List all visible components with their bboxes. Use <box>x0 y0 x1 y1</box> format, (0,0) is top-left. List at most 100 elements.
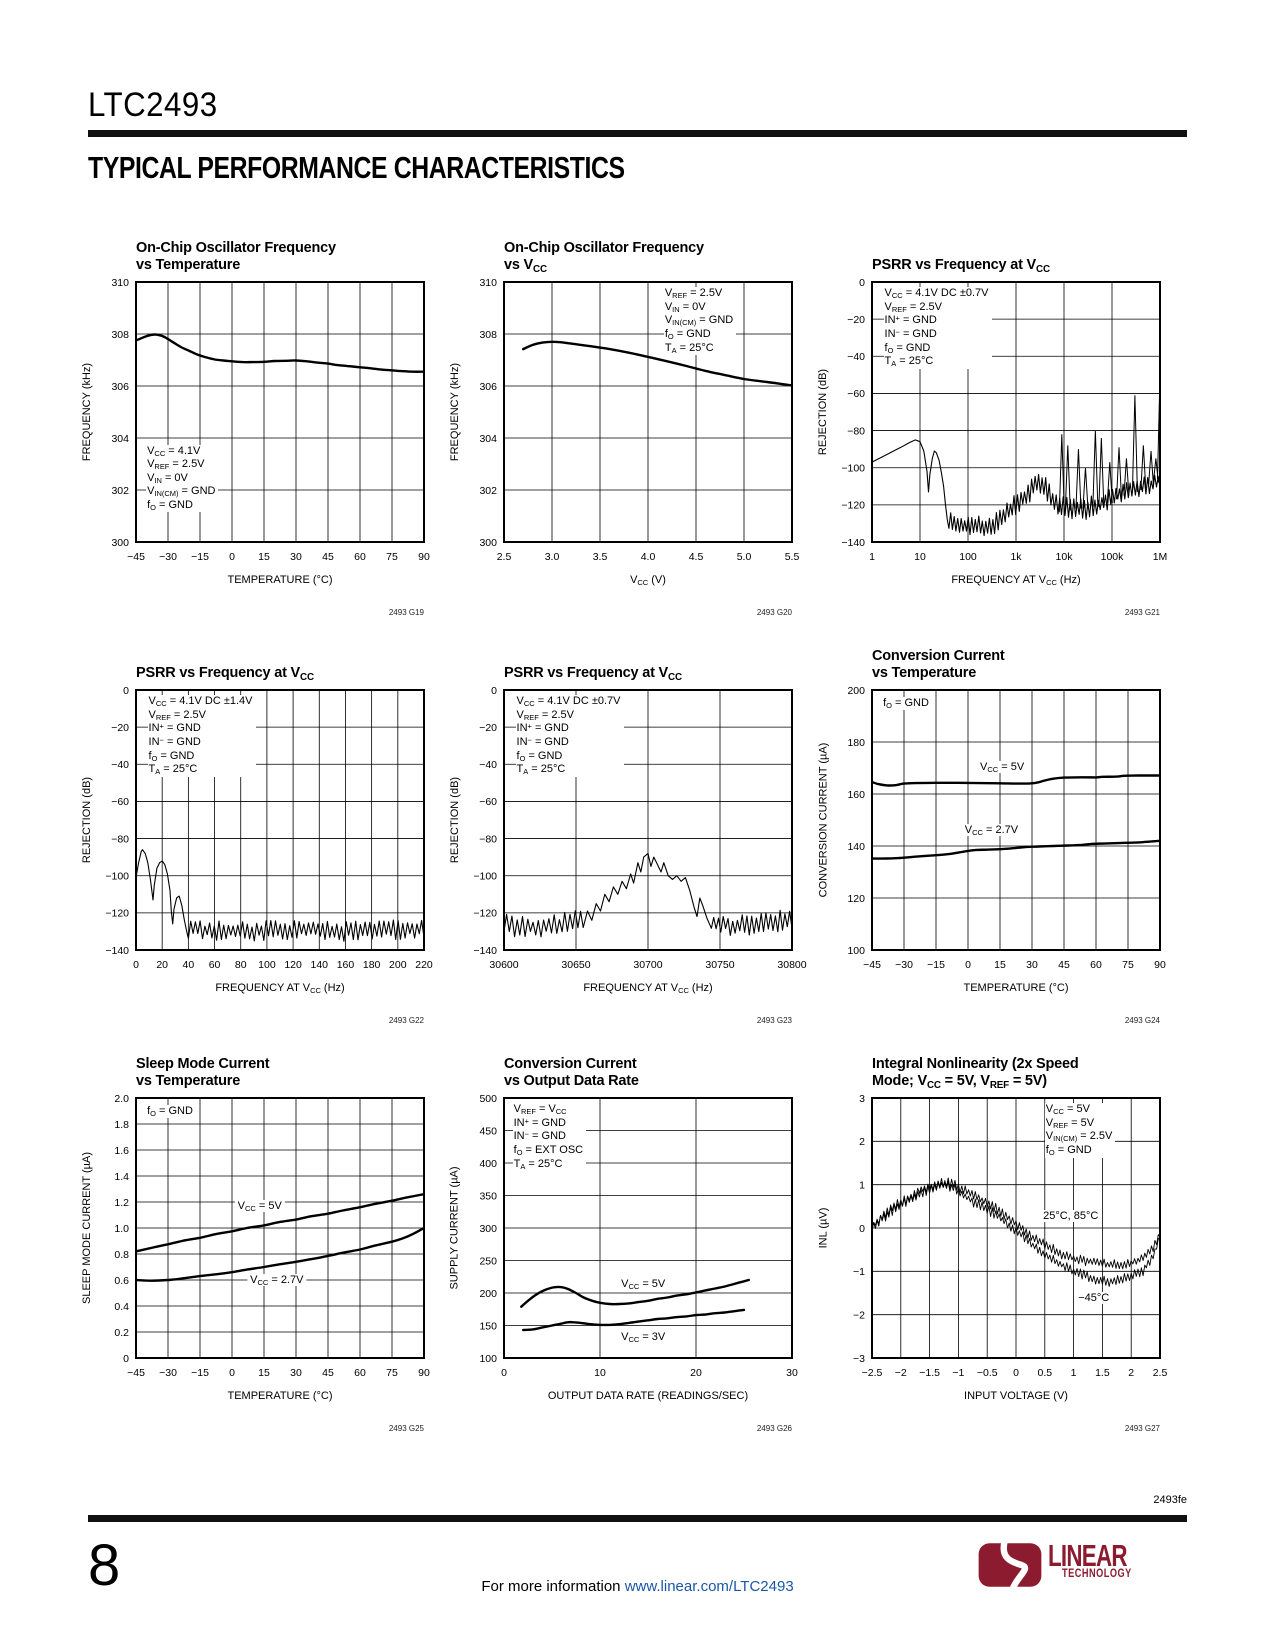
footer-info-text: For more information <box>481 1578 621 1595</box>
curve-label: VCC = 2.7V <box>247 1274 307 1286</box>
svg-text:5.0: 5.0 <box>737 551 752 563</box>
curve-label: VCC = 5V <box>977 760 1028 773</box>
svg-text:120: 120 <box>847 893 865 905</box>
svg-text:0.4: 0.4 <box>114 1301 129 1313</box>
svg-text:0: 0 <box>859 277 865 289</box>
svg-text:−45: −45 <box>127 1367 145 1379</box>
svg-text:20: 20 <box>690 1367 702 1379</box>
chart-title: Sleep Mode Current vs Temperature <box>136 1056 270 1089</box>
footer-info: For more information www.linear.com/LTC2… <box>0 1578 1275 1595</box>
svg-text:180: 180 <box>847 737 865 749</box>
svg-text:2.5: 2.5 <box>1153 1367 1168 1379</box>
x-axis-label: OUTPUT DATA RATE (READINGS/SEC) <box>547 1390 749 1402</box>
svg-text:−40: −40 <box>847 351 865 363</box>
svg-text:−100: −100 <box>473 871 497 883</box>
svg-text:−60: −60 <box>111 796 129 808</box>
doc-code: 2493fe <box>1153 1494 1187 1506</box>
svg-text:−15: −15 <box>191 1367 209 1379</box>
svg-text:140: 140 <box>847 841 865 853</box>
svg-text:−80: −80 <box>111 833 129 845</box>
chart-conditions: fO = GND <box>146 1104 196 1119</box>
svg-text:−100: −100 <box>105 871 129 883</box>
chart-G21: PSRR vs Frequency at VCC 1 10 100 1k 10k 100k 1… <box>814 226 1182 634</box>
svg-text:−100: −100 <box>841 463 865 475</box>
svg-text:10: 10 <box>594 1367 606 1379</box>
svg-text:−40: −40 <box>111 759 129 771</box>
svg-text:1: 1 <box>869 551 875 563</box>
svg-text:4.5: 4.5 <box>689 551 704 563</box>
svg-text:250: 250 <box>479 1255 497 1267</box>
chart-plot: 0 10 20 30 100 150 200 250 300 350 400 450 500 <box>479 1093 798 1379</box>
svg-text:45: 45 <box>322 1367 334 1379</box>
svg-text:−0.5: −0.5 <box>977 1367 998 1379</box>
svg-text:−1: −1 <box>952 1367 964 1379</box>
svg-text:1: 1 <box>1071 1367 1077 1379</box>
y-axis-label: REJECTION (dB) <box>449 776 461 864</box>
svg-text:90: 90 <box>418 1367 430 1379</box>
svg-text:−45: −45 <box>127 551 145 563</box>
svg-text:−20: −20 <box>847 314 865 326</box>
svg-text:−45: −45 <box>863 959 881 971</box>
chart-title: Conversion Current vs Output Data Rate <box>504 1056 639 1089</box>
svg-text:0: 0 <box>859 1223 865 1235</box>
svg-text:310: 310 <box>111 277 129 289</box>
svg-text:120: 120 <box>284 959 302 971</box>
svg-text:0: 0 <box>229 551 235 563</box>
svg-text:−20: −20 <box>111 722 129 734</box>
x-axis-label: INPUT VOLTAGE (V) <box>964 1390 1068 1402</box>
svg-text:−3: −3 <box>853 1353 865 1365</box>
svg-text:1k: 1k <box>1010 551 1022 563</box>
curve-label: 25°C, 85°C <box>1040 1209 1102 1222</box>
chart-ref: 2493 G19 <box>388 608 424 617</box>
svg-text:5.5: 5.5 <box>785 551 800 563</box>
svg-text:−30: −30 <box>159 1367 177 1379</box>
y-axis-label: INL (µV) <box>817 1207 829 1249</box>
svg-text:304: 304 <box>111 433 129 445</box>
svg-text:−2.5: −2.5 <box>862 1367 883 1379</box>
svg-text:−1.5: −1.5 <box>919 1367 940 1379</box>
part-number: LTC2493 <box>88 86 218 124</box>
svg-text:0: 0 <box>1013 1367 1019 1379</box>
svg-text:−2: −2 <box>895 1367 907 1379</box>
svg-text:200: 200 <box>847 685 865 697</box>
svg-text:1M: 1M <box>1153 551 1168 563</box>
svg-text:450: 450 <box>479 1125 497 1137</box>
svg-text:350: 350 <box>479 1190 497 1202</box>
chart-G25: Sleep Mode Current vs Temperature −45 −30 −1… <box>78 1042 446 1450</box>
linear-technology-logo: LINEAR TECHNOLOGY <box>978 1540 1157 1590</box>
datasheet-link[interactable]: www.linear.com/LTC2493 <box>624 1578 794 1595</box>
svg-text:308: 308 <box>111 329 129 341</box>
svg-text:0: 0 <box>229 1367 235 1379</box>
svg-text:−140: −140 <box>841 537 865 549</box>
y-axis-label: SLEEP MODE CURRENT (µA) <box>81 1151 94 1305</box>
chart-ref: 2493 G23 <box>756 1016 792 1025</box>
svg-text:1.5: 1.5 <box>1095 1367 1110 1379</box>
svg-text:30: 30 <box>290 1367 302 1379</box>
svg-text:40: 40 <box>183 959 195 971</box>
svg-text:15: 15 <box>258 1367 270 1379</box>
y-axis-label: CONVERSION CURRENT (µA) <box>817 742 829 898</box>
svg-text:30: 30 <box>1026 959 1038 971</box>
svg-text:30: 30 <box>290 551 302 563</box>
x-axis-label: FREQUENCY AT VCC (Hz) <box>951 574 1081 588</box>
chart-G22: PSRR vs Frequency at VCC 0 20 40 60 80 100 120 1… <box>78 634 446 1042</box>
chart-G24: Conversion Current vs Temperature −45 −30 −1… <box>814 634 1182 1042</box>
chart-ref: 2493 G25 <box>388 1424 424 1433</box>
svg-text:−60: −60 <box>479 796 497 808</box>
svg-text:300: 300 <box>479 537 497 549</box>
svg-text:180: 180 <box>363 959 381 971</box>
section-title: TYPICAL PERFORMANCE CHARACTERISTICS <box>88 150 625 185</box>
svg-text:1.2: 1.2 <box>114 1197 129 1209</box>
chart-ref: 2493 G26 <box>756 1424 792 1433</box>
chart-ref: 2493 G21 <box>1124 608 1160 617</box>
chart-title: Conversion Current vs Temperature <box>872 648 1005 681</box>
curve-label: VCC = 3V <box>618 1330 669 1343</box>
x-axis-label: FREQUENCY AT VCC (Hz) <box>215 982 345 996</box>
chart-conditions: VREF = 2.5V VIN = 0V VIN(CM) = GND fO = GND… <box>663 287 737 356</box>
chart-title: Integral Nonlinearity (2x Speed Mode; VCC… <box>872 1056 1079 1091</box>
chart-G23: PSRR vs Frequency at VCC 30600 30650 30700 3… <box>446 634 814 1042</box>
chart-title: PSRR vs Frequency at VCC <box>504 665 682 683</box>
curve-label: −45°C <box>1075 1292 1113 1305</box>
chart-plot: 30600 30650 30700 30750 30800 −140 −120 −100 −80… <box>473 685 806 971</box>
